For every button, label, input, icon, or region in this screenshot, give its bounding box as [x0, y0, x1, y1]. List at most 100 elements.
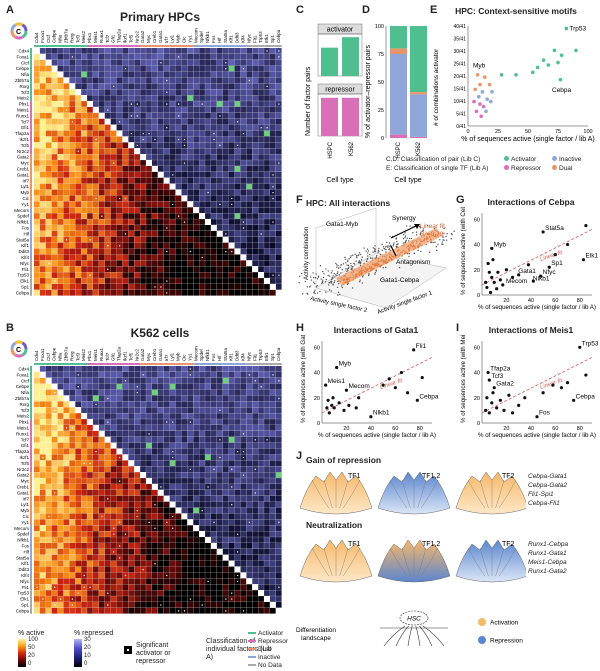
heatmap-cell: [234, 442, 241, 449]
heatmap-cell: [45, 213, 52, 219]
row-label: Runx1: [16, 113, 30, 118]
heatmap-cell: [246, 484, 253, 490]
heatmap-cell: [152, 554, 158, 561]
heatmap-cell: [51, 260, 58, 267]
heatmap-cell: [116, 395, 123, 402]
heatmap-cell: [87, 454, 93, 461]
legend-item-label: Activator: [511, 156, 537, 163]
heatmap-cell: [45, 554, 52, 561]
heatmap-cell: [134, 207, 140, 213]
column-label: Nfkb1: [205, 349, 210, 361]
heatmap-cell: [63, 377, 70, 384]
heatmap-cell: [134, 83, 140, 90]
heatmap-cell: [152, 272, 158, 278]
heatmap-cell: [175, 566, 182, 573]
heatmap-cell: [87, 430, 93, 437]
heatmap-cell: [146, 596, 152, 602]
landscape-valley: [479, 547, 489, 577]
heatmap-cell: [187, 566, 194, 573]
class-bar-top: [216, 45, 223, 47]
heatmap-cell: [110, 566, 117, 573]
scatter-point: [409, 225, 411, 227]
y-tick-label: 5/41: [456, 112, 466, 118]
heatmap-cell: [193, 118, 199, 125]
heatmap-cell: [98, 389, 105, 396]
heatmap-cell: [211, 537, 217, 543]
heatmap-cell: [275, 219, 282, 225]
heatmap-cell: [57, 189, 64, 196]
heatmap-cell: [264, 607, 270, 614]
class-bar-top: [193, 45, 200, 47]
heatmap-cell: [134, 213, 140, 219]
heatmap-cell: [275, 65, 282, 72]
heatmap-cell: [169, 154, 176, 160]
heatmap-cell-highlight: [275, 472, 282, 478]
heatmap-cell: [34, 531, 40, 537]
scatter-point: [315, 273, 317, 275]
heatmap-cell: [93, 377, 99, 384]
heatmap-cell: [152, 513, 158, 520]
heatmap-cell: [264, 260, 270, 267]
y-tick-label: 60: [314, 345, 320, 351]
heatmap-cell: [228, 154, 235, 160]
scatter-point: [301, 272, 303, 275]
heatmap-cell: [199, 177, 205, 184]
heatmap-cell: [51, 242, 58, 249]
y-axis-label: Number of factor pairs: [305, 66, 312, 136]
heatmap-cell: [57, 560, 64, 567]
heatmap-cell: [157, 366, 164, 372]
heatmap-cell: [128, 136, 135, 143]
heatmap-cell: [205, 472, 211, 478]
heatmap-cell: [140, 419, 146, 425]
column-label: Gata1: [158, 30, 163, 43]
heatmap-cell: [246, 495, 253, 502]
heatmap-cell: [264, 171, 270, 178]
heatmap-cell: [140, 525, 146, 531]
heatmap-cell: [110, 578, 117, 585]
heatmap-cell: [110, 489, 117, 496]
heatmap-cell: [193, 548, 199, 555]
scatter-point: [552, 48, 557, 53]
row-label: Nr2c2: [17, 149, 30, 154]
scatter-point: [312, 281, 315, 283]
heatmap-cell: [34, 65, 40, 72]
heatmap-cell: [228, 560, 235, 567]
scatter-point: [565, 381, 570, 385]
heatmap-cell: [205, 195, 211, 202]
heatmap-cell: [181, 554, 188, 561]
heatmap-cell: [134, 219, 140, 225]
heatmap-cell: [98, 484, 105, 490]
heatmap-cell: [163, 254, 170, 261]
heatmap-cell: [258, 242, 264, 249]
heatmap-cell: [116, 289, 123, 296]
heatmap-cell: [169, 59, 176, 66]
heatmap-cell: [181, 460, 188, 467]
heatmap-cell: [104, 166, 111, 172]
heatmap-cell: [240, 136, 247, 143]
significance-marker: [136, 386, 138, 388]
heatmap-cell: [75, 266, 81, 272]
heatmap-cell: [152, 383, 158, 390]
scatter-point: [487, 378, 491, 382]
scatter-point: [404, 232, 406, 234]
heatmap-cell: [140, 107, 146, 113]
heatmap-cell: [140, 602, 146, 608]
heatmap-cell: [34, 560, 40, 567]
heatmap-cell: [110, 366, 117, 372]
heatmap-cell: [39, 548, 46, 555]
heatmap-cell: [252, 513, 258, 520]
heatmap-cell: [45, 578, 52, 585]
class-bar-top: [75, 363, 82, 365]
heatmap-cell: [75, 377, 81, 384]
scatter-point: [346, 259, 349, 261]
heatmap-cell: [216, 236, 223, 243]
row-label: Stat5a: [16, 237, 30, 242]
heatmap-cell: [128, 213, 135, 219]
heatmap-cell: [152, 460, 158, 467]
heatmap-cell: [146, 413, 152, 419]
heatmap-cell: [69, 513, 76, 520]
class-bar-top: [69, 45, 76, 47]
heatmap-cell: [205, 95, 211, 101]
heatmap-cell: [39, 377, 46, 384]
heatmap-cell: [75, 407, 81, 413]
